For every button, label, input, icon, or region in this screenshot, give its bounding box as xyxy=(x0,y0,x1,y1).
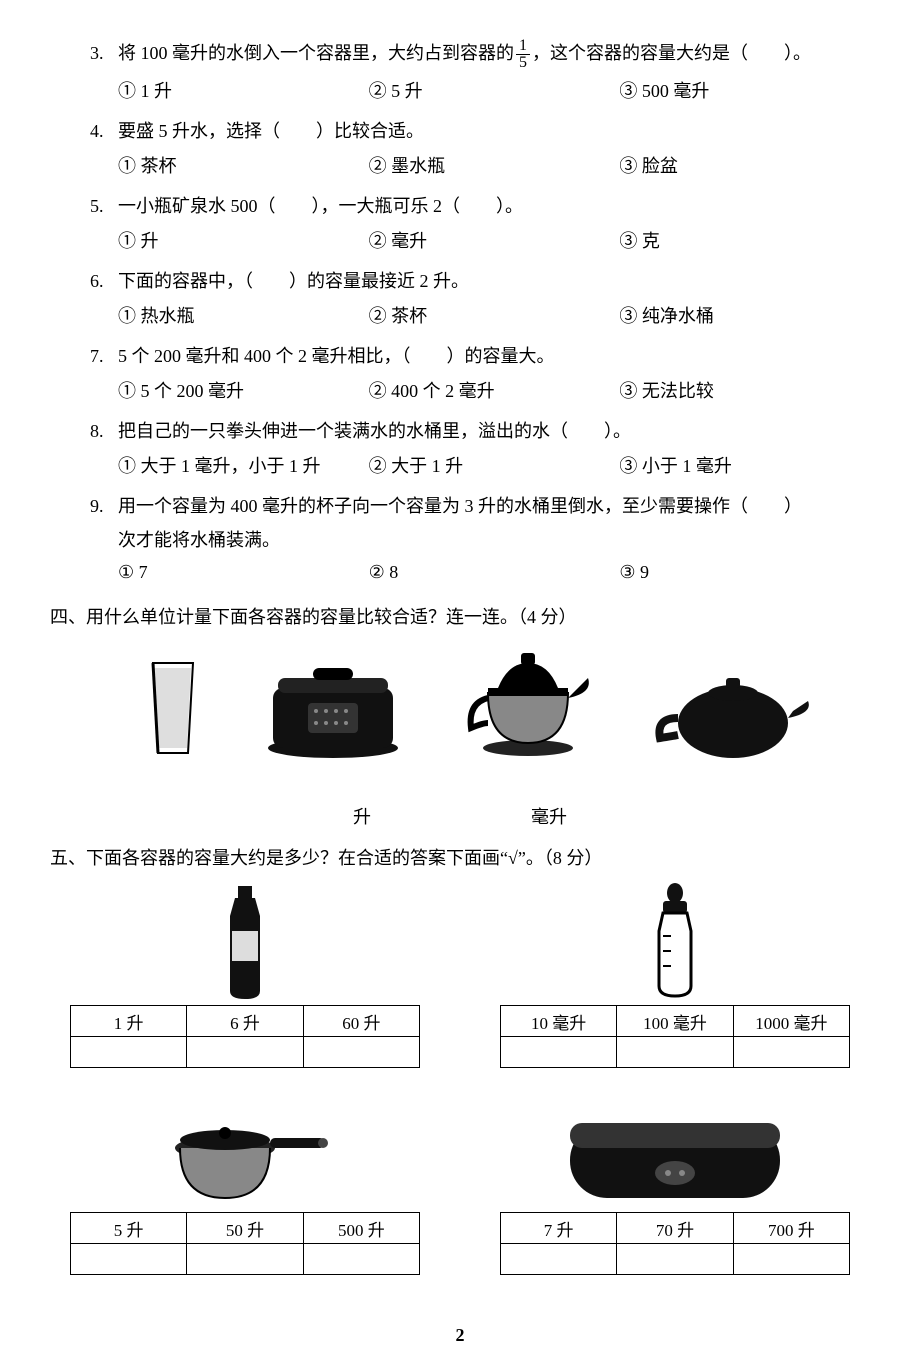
section-5-title: 五、下面各容器的容量大约是多少？在合适的答案下面画“√”。（8 分） xyxy=(50,843,870,874)
q6-options: ① 热水瓶 ② 茶杯 ③ 纯净水桶 xyxy=(118,300,870,332)
q6-opt1: ① 热水瓶 xyxy=(118,300,369,332)
choice-table-bottle: 1 升6 升60 升 xyxy=(70,1005,420,1068)
q7-num: 7. xyxy=(90,341,118,372)
q3-text-a: 将 100 毫升的水倒入一个容器里，大约占到容器的 xyxy=(118,43,514,63)
table-block-pot: 5 升50 升500 升 xyxy=(70,1088,420,1295)
q5-opt1: ① 升 xyxy=(118,225,369,257)
baby-bottle-icon xyxy=(645,881,705,1001)
q5-text: 一小瓶矿泉水 500（ ），一大瓶可乐 2（ ）。 xyxy=(118,196,523,216)
q8-opt3: ③ 小于 1 毫升 xyxy=(619,450,870,482)
page-number: 2 xyxy=(50,1325,870,1346)
rice-cooker-icon xyxy=(258,653,408,763)
q4-opt1: ① 茶杯 xyxy=(118,150,369,182)
q3-options: ① 1 升 ② 5 升 ③ 500 毫升 xyxy=(118,75,870,107)
section-5-row2: 5 升50 升500 升 7 升70 升700 升 xyxy=(70,1088,850,1295)
q4-opt3: ③ 脸盆 xyxy=(619,150,870,182)
q3-num: 3. xyxy=(90,38,118,69)
q7-opt1: ① 5 个 200 毫升 xyxy=(118,375,369,407)
table-block-baby-bottle: 10 毫升100 毫升1000 毫升 xyxy=(500,881,850,1088)
q8-opt2: ② 大于 1 升 xyxy=(369,450,620,482)
section-5-row1: 1 升6 升60 升 10 毫升100 毫升1000 毫升 xyxy=(70,881,850,1088)
q9-options: ① 7 ② 8 ③ 9 xyxy=(118,556,870,588)
choice-table-water-heater: 7 升70 升700 升 xyxy=(500,1212,850,1275)
q6-text: 下面的容器中，（ ）的容量最接近 2 升。 xyxy=(118,271,469,291)
q9-text: 用一个容量为 400 毫升的杯子向一个容量为 3 升的水桶里倒水，至少需要操作（… xyxy=(118,496,802,516)
q9-opt3: ③ 9 xyxy=(619,556,870,588)
q9-opt1: ① 7 xyxy=(118,556,369,588)
choice-table-baby-bottle: 10 毫升100 毫升1000 毫升 xyxy=(500,1005,850,1068)
q7-opt2: ② 400 个 2 毫升 xyxy=(369,375,620,407)
table-block-bottle: 1 升6 升60 升 xyxy=(70,881,420,1088)
teapot-icon xyxy=(648,663,818,763)
question-3: 3.将 100 毫升的水倒入一个容器里，大约占到容器的15，这个容器的容量大约是… xyxy=(90,38,870,71)
q5-options: ① 升 ② 毫升 ③ 克 xyxy=(118,225,870,257)
q3-opt1: ① 1 升 xyxy=(118,75,369,107)
q6-num: 6. xyxy=(90,266,118,297)
question-9: 9.用一个容量为 400 毫升的杯子向一个容量为 3 升的水桶里倒水，至少需要操… xyxy=(90,491,870,522)
q9-num: 9. xyxy=(90,491,118,522)
q8-text: 把自己的一只拳头伸进一个装满水的水桶里，溢出的水（ ）。 xyxy=(118,421,631,441)
q7-opt3: ③ 无法比较 xyxy=(619,375,870,407)
q5-opt3: ③ 克 xyxy=(619,225,870,257)
q5-num: 5. xyxy=(90,191,118,222)
q8-options: ① 大于 1 毫升，小于 1 升 ② 大于 1 升 ③ 小于 1 毫升 xyxy=(118,450,870,482)
question-5: 5.一小瓶矿泉水 500（ ），一大瓶可乐 2（ ）。 xyxy=(90,191,870,222)
section-4-title: 四、用什么单位计量下面各容器的容量比较合适？连一连。（4 分） xyxy=(50,602,870,633)
water-heater-icon xyxy=(560,1108,790,1208)
q7-options: ① 5 个 200 毫升 ② 400 个 2 毫升 ③ 无法比较 xyxy=(118,375,870,407)
unit-milliliter: 毫升 xyxy=(531,803,567,829)
q4-opt2: ② 墨水瓶 xyxy=(369,150,620,182)
q3-fraction: 15 xyxy=(516,38,530,71)
question-6: 6.下面的容器中，（ ）的容量最接近 2 升。 xyxy=(90,266,870,297)
question-7: 7.5 个 200 毫升和 400 个 2 毫升相比，（ ）的容量大。 xyxy=(90,341,870,372)
unit-liter: 升 xyxy=(353,803,371,829)
question-4: 4.要盛 5 升水，选择（ ）比较合适。 xyxy=(90,116,870,147)
q8-num: 8. xyxy=(90,416,118,447)
question-8: 8.把自己的一只拳头伸进一个装满水的水桶里，溢出的水（ ）。 xyxy=(90,416,870,447)
q5-opt2: ② 毫升 xyxy=(369,225,620,257)
bottle-icon xyxy=(210,881,280,1001)
q6-opt3: ③ 纯净水桶 xyxy=(619,300,870,332)
q7-text: 5 个 200 毫升和 400 个 2 毫升相比，（ ）的容量大。 xyxy=(118,346,555,366)
pot-icon xyxy=(155,1098,335,1208)
q4-num: 4. xyxy=(90,116,118,147)
choice-table-pot: 5 升50 升500 升 xyxy=(70,1212,420,1275)
q4-text: 要盛 5 升水，选择（ ）比较合适。 xyxy=(118,121,424,141)
q9-text2: 次才能将水桶装满。 xyxy=(118,525,870,556)
q6-opt2: ② 茶杯 xyxy=(369,300,620,332)
glass-icon xyxy=(133,653,213,763)
section-4-units: 升 毫升 xyxy=(50,803,870,829)
section-4-images xyxy=(110,643,840,763)
q9-opt2: ② 8 xyxy=(369,556,620,588)
kettle-icon xyxy=(453,643,603,763)
q3-opt2: ② 5 升 xyxy=(369,75,620,107)
q8-opt1: ① 大于 1 毫升，小于 1 升 xyxy=(118,450,369,482)
table-block-water-heater: 7 升70 升700 升 xyxy=(500,1088,850,1295)
q3-opt3: ③ 500 毫升 xyxy=(619,75,870,107)
q4-options: ① 茶杯 ② 墨水瓶 ③ 脸盆 xyxy=(118,150,870,182)
q3-text-b: ，这个容器的容量大约是（ ）。 xyxy=(532,43,811,63)
